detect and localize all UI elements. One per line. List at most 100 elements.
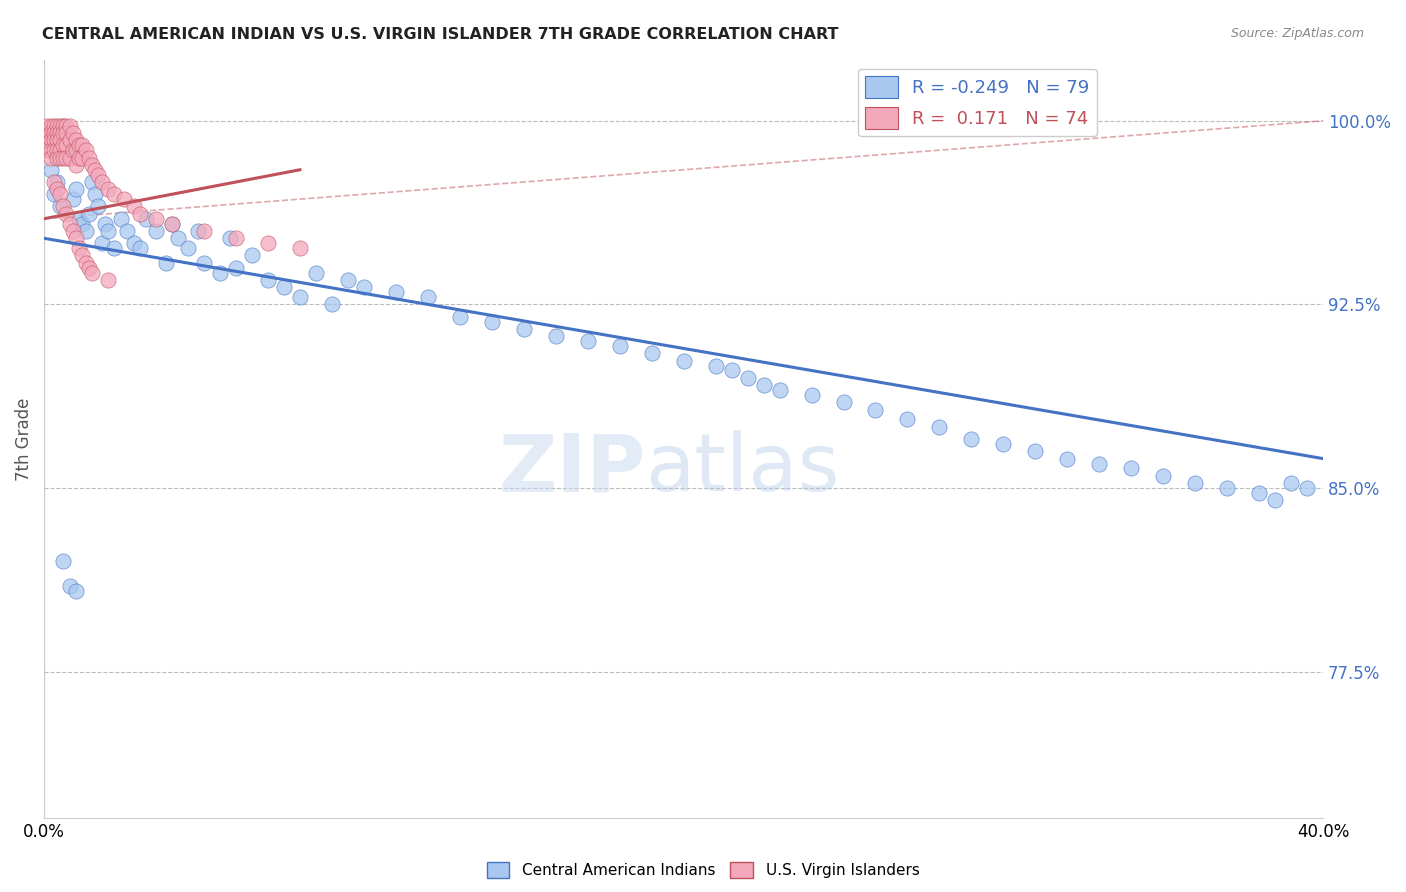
Point: [321, 297, 343, 311]
Point: [39, 119, 62, 133]
Point: [45, 133, 67, 147]
Point: [288, 290, 311, 304]
Point: [55, 138, 77, 153]
Point: [65, 133, 87, 147]
Point: [39, 133, 62, 147]
Point: [45, 126, 67, 140]
Point: [129, 241, 152, 255]
Point: [37, 133, 59, 147]
Point: [59, 151, 82, 165]
Point: [45, 119, 67, 133]
Text: Source: ZipAtlas.com: Source: ZipAtlas.com: [1230, 27, 1364, 40]
Point: [155, 256, 177, 270]
Point: [67, 151, 90, 165]
Point: [42, 143, 65, 157]
Point: [576, 334, 599, 348]
Point: [62, 126, 84, 140]
Point: [72, 217, 94, 231]
Point: [145, 224, 167, 238]
Point: [110, 211, 132, 226]
Point: [97, 182, 120, 196]
Point: [832, 395, 855, 409]
Point: [65, 231, 87, 245]
Point: [1216, 481, 1239, 495]
Point: [240, 248, 263, 262]
Point: [87, 199, 110, 213]
Point: [80, 158, 103, 172]
Point: [77, 151, 100, 165]
Point: [1056, 451, 1078, 466]
Point: [928, 419, 950, 434]
Point: [208, 266, 231, 280]
Point: [42, 126, 65, 140]
Point: [160, 217, 183, 231]
Legend: R = -0.249   N = 79, R =  0.171   N = 74: R = -0.249 N = 79, R = 0.171 N = 74: [858, 69, 1097, 136]
Point: [94, 217, 117, 231]
Legend: Central American Indians, U.S. Virgin Islanders: Central American Indians, U.S. Virgin Is…: [481, 856, 925, 884]
Point: [1184, 476, 1206, 491]
Point: [385, 285, 408, 300]
Point: [193, 256, 215, 270]
Point: [97, 273, 120, 287]
Point: [609, 339, 631, 353]
Point: [65, 143, 87, 157]
Point: [1296, 481, 1319, 495]
Point: [80, 266, 103, 280]
Point: [77, 207, 100, 221]
Point: [90, 236, 112, 251]
Point: [42, 175, 65, 189]
Point: [42, 119, 65, 133]
Point: [55, 119, 77, 133]
Point: [37, 143, 59, 157]
Point: [75, 224, 97, 238]
Point: [67, 241, 90, 255]
Point: [167, 231, 190, 245]
Point: [1152, 468, 1174, 483]
Point: [225, 231, 247, 245]
Point: [800, 388, 823, 402]
Point: [752, 378, 775, 392]
Point: [225, 260, 247, 275]
Point: [1264, 493, 1286, 508]
Point: [288, 241, 311, 255]
Point: [52, 151, 75, 165]
Point: [103, 187, 125, 202]
Point: [80, 175, 103, 189]
Point: [37, 119, 59, 133]
Point: [187, 224, 209, 238]
Point: [1249, 486, 1271, 500]
Point: [720, 363, 742, 377]
Point: [640, 346, 662, 360]
Point: [52, 126, 75, 140]
Point: [336, 273, 359, 287]
Point: [449, 310, 471, 324]
Point: [90, 175, 112, 189]
Point: [49, 143, 72, 157]
Point: [117, 224, 139, 238]
Point: [129, 207, 152, 221]
Point: [513, 322, 536, 336]
Point: [59, 119, 82, 133]
Point: [273, 280, 295, 294]
Point: [1088, 457, 1111, 471]
Point: [65, 158, 87, 172]
Point: [42, 187, 65, 202]
Point: [37, 126, 59, 140]
Point: [481, 314, 503, 328]
Point: [72, 248, 94, 262]
Point: [75, 256, 97, 270]
Point: [353, 280, 375, 294]
Point: [45, 143, 67, 157]
Point: [1279, 476, 1302, 491]
Point: [305, 266, 328, 280]
Point: [67, 138, 90, 153]
Point: [49, 133, 72, 147]
Point: [59, 133, 82, 147]
Y-axis label: 7th Grade: 7th Grade: [15, 397, 32, 481]
Text: atlas: atlas: [645, 430, 839, 508]
Point: [193, 224, 215, 238]
Point: [55, 151, 77, 165]
Point: [218, 231, 240, 245]
Point: [865, 402, 887, 417]
Point: [257, 273, 280, 287]
